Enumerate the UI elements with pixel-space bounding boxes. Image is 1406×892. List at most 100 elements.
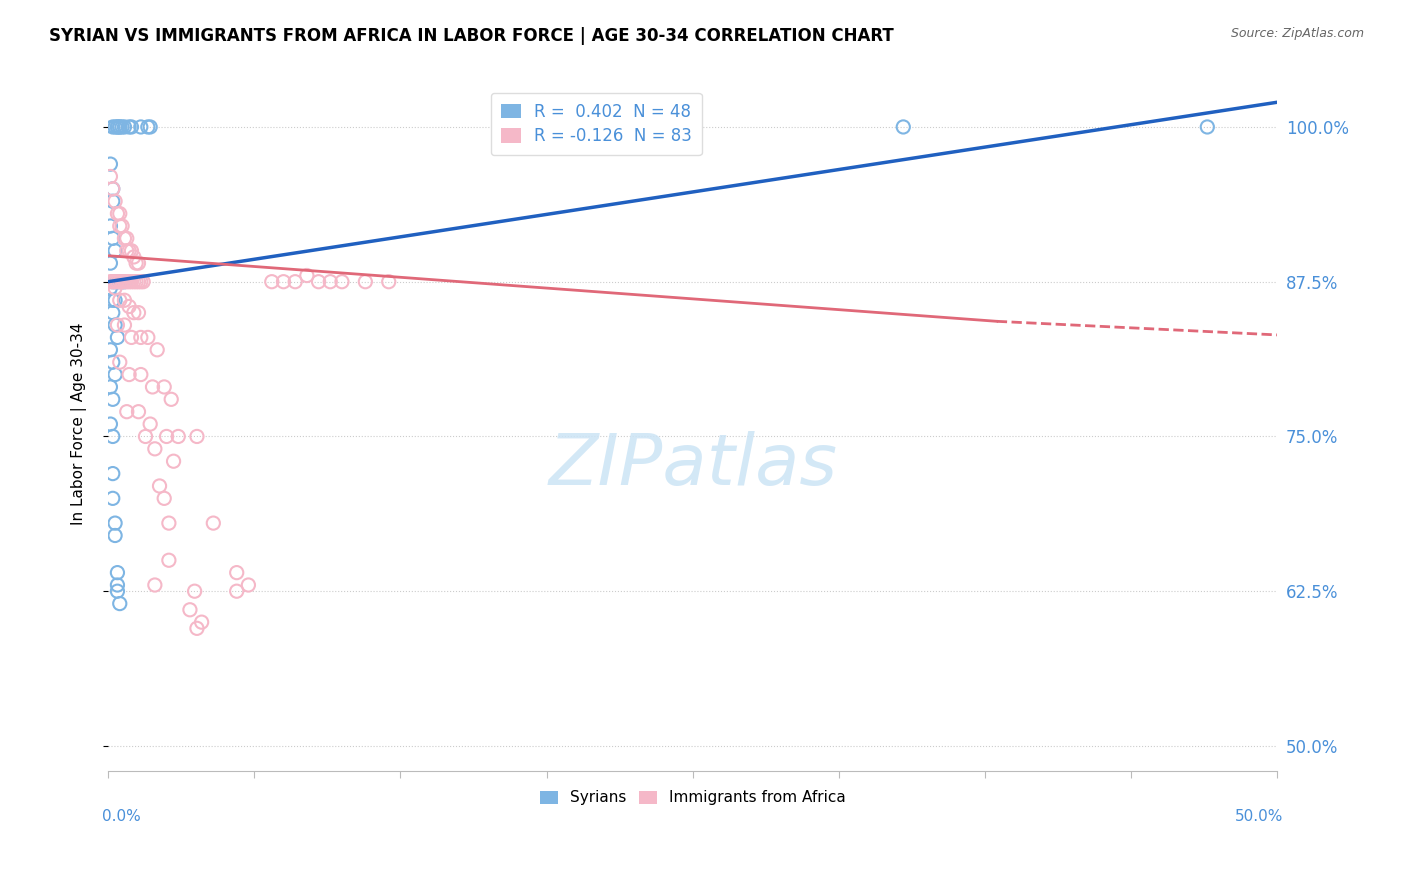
Point [101, 306, 124, 320]
Point [319, 275, 342, 289]
Point [108, 120, 131, 134]
Point [136, 330, 159, 344]
Point [108, 275, 131, 289]
Point [100, 281, 122, 295]
Point [136, 120, 159, 134]
Point [101, 231, 124, 245]
Point [101, 467, 124, 481]
Point [330, 275, 353, 289]
Point [100, 380, 122, 394]
Point [114, 120, 136, 134]
Point [108, 597, 131, 611]
Point [114, 318, 136, 332]
Point [104, 318, 127, 332]
Point [108, 293, 131, 308]
Point [121, 330, 143, 344]
Point [108, 219, 131, 233]
Point [273, 275, 295, 289]
Point [115, 231, 138, 245]
Point [139, 417, 162, 431]
Point [108, 275, 131, 289]
Point [155, 429, 177, 443]
Point [104, 293, 127, 308]
Point [260, 275, 283, 289]
Point [114, 275, 136, 289]
Point [122, 275, 145, 289]
Point [114, 275, 136, 289]
Point [122, 250, 145, 264]
Point [121, 120, 143, 134]
Point [186, 621, 208, 635]
Point [100, 343, 122, 357]
Point [107, 578, 129, 592]
Point [101, 293, 124, 308]
Point [160, 392, 183, 407]
Point [104, 194, 127, 209]
Point [153, 491, 176, 506]
Point [377, 275, 399, 289]
Point [100, 169, 122, 184]
Point [157, 553, 180, 567]
Point [121, 244, 143, 258]
Point [238, 578, 260, 592]
Point [111, 219, 134, 233]
Point [101, 491, 124, 506]
Point [225, 584, 247, 599]
Point [108, 120, 131, 134]
Point [125, 256, 148, 270]
Point [104, 516, 127, 530]
Point [139, 120, 162, 134]
Point [108, 206, 131, 220]
Point [295, 268, 318, 283]
Point [153, 380, 176, 394]
Point [101, 194, 124, 209]
Point [118, 368, 141, 382]
Point [1197, 120, 1219, 134]
Point [100, 275, 122, 289]
Point [100, 256, 122, 270]
Text: 50.0%: 50.0% [1234, 809, 1284, 824]
Point [107, 584, 129, 599]
Point [107, 566, 129, 580]
Point [141, 380, 163, 394]
Y-axis label: In Labor Force | Age 30-34: In Labor Force | Age 30-34 [72, 323, 87, 525]
Point [101, 429, 124, 443]
Point [107, 330, 129, 344]
Point [104, 244, 127, 258]
Point [118, 275, 141, 289]
Point [107, 318, 129, 332]
Point [107, 206, 129, 220]
Point [107, 275, 129, 289]
Point [114, 231, 136, 245]
Point [202, 516, 225, 530]
Point [115, 244, 138, 258]
Point [186, 429, 208, 443]
Text: SYRIAN VS IMMIGRANTS FROM AFRICA IN LABOR FORCE | AGE 30-34 CORRELATION CHART: SYRIAN VS IMMIGRANTS FROM AFRICA IN LABO… [49, 27, 894, 45]
Point [101, 182, 124, 196]
Point [107, 120, 129, 134]
Point [146, 343, 169, 357]
Point [104, 528, 127, 542]
Point [118, 120, 141, 134]
Point [104, 281, 127, 295]
Point [101, 182, 124, 196]
Text: 0.0%: 0.0% [103, 809, 141, 824]
Point [129, 330, 152, 344]
Point [111, 275, 134, 289]
Point [111, 275, 134, 289]
Point [104, 275, 127, 289]
Point [167, 429, 190, 443]
Point [127, 275, 149, 289]
Point [157, 516, 180, 530]
Point [225, 566, 247, 580]
Point [100, 219, 122, 233]
Point [183, 584, 205, 599]
Point [104, 275, 127, 289]
Point [148, 479, 170, 493]
Point [308, 275, 330, 289]
Point [127, 306, 149, 320]
Point [111, 120, 134, 134]
Point [107, 275, 129, 289]
Point [107, 120, 129, 134]
Point [129, 275, 152, 289]
